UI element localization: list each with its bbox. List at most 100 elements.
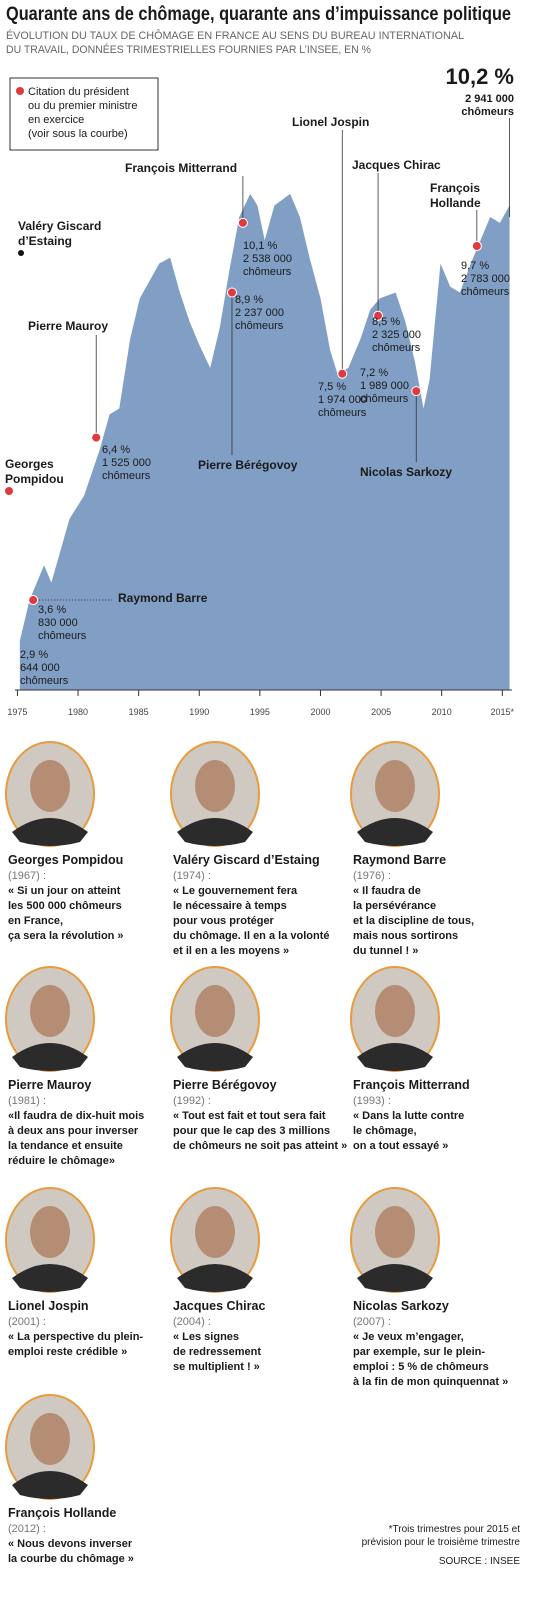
subtitle: ÉVOLUTION DU TAUX DE CHÔMAGE EN FRANCE A… bbox=[6, 29, 464, 42]
quote-line: et il en a les moyens » bbox=[173, 945, 289, 957]
portrait-year: (1967) : bbox=[8, 870, 46, 882]
president-name: François bbox=[430, 181, 480, 195]
president-name: Hollande bbox=[430, 196, 481, 210]
count-label: chômeurs bbox=[318, 407, 367, 419]
marker bbox=[411, 386, 422, 397]
portrait-body bbox=[12, 1471, 88, 1499]
value-label: 2,9 % bbox=[20, 649, 48, 661]
value-label: 6,4 % bbox=[102, 444, 130, 456]
quote-line: « Le gouvernement fera bbox=[173, 885, 298, 897]
value-label: 8,9 % bbox=[235, 294, 263, 306]
portrait-name: Lionel Jospin bbox=[8, 1299, 89, 1313]
portrait-name: Jacques Chirac bbox=[173, 1299, 265, 1313]
count-label: chômeurs bbox=[102, 470, 151, 482]
x-tick-label: 2000 bbox=[310, 707, 330, 717]
quote-line: la persévérance bbox=[353, 900, 436, 912]
count-label: 2 325 000 bbox=[372, 329, 421, 341]
legend-text: ou du premier ministre bbox=[28, 100, 137, 112]
count-label: chômeurs bbox=[360, 393, 409, 405]
portrait-year: (2012) : bbox=[8, 1523, 46, 1535]
count-label: chômeurs bbox=[372, 342, 421, 354]
portrait-body bbox=[177, 818, 253, 846]
count-label: 2 783 000 bbox=[461, 273, 510, 285]
portrait-name: Pierre Bérégovoy bbox=[173, 1078, 277, 1092]
portrait-head bbox=[375, 1206, 415, 1258]
count-label: 830 000 bbox=[38, 617, 78, 629]
count-label: 2 237 000 bbox=[235, 307, 284, 319]
quote-line: «Il faudra de dix-huit mois bbox=[8, 1110, 144, 1122]
quote-line: mais nous sortirons bbox=[353, 930, 458, 942]
legend-text: Citation du président bbox=[28, 86, 129, 98]
president-name: Valéry Giscard bbox=[18, 219, 101, 233]
president-name: Lionel Jospin bbox=[292, 115, 369, 129]
quote-line: du chômage. Il en a la volonté bbox=[173, 930, 329, 942]
quote-line: « Nous devons inverser bbox=[8, 1538, 133, 1550]
count-label: chômeurs bbox=[38, 630, 87, 642]
quote-line: « Il faudra de bbox=[353, 885, 421, 897]
president-name: Pierre Bérégovoy bbox=[198, 458, 298, 472]
portrait-body bbox=[12, 818, 88, 846]
value-label: 9,7 % bbox=[461, 260, 489, 272]
count-label: 644 000 bbox=[20, 662, 60, 674]
president-name: Nicolas Sarkozy bbox=[360, 465, 452, 479]
x-tick-label: 2010 bbox=[432, 707, 452, 717]
count-label: chômeurs bbox=[461, 106, 514, 118]
footnote: prévision pour le troisième trimestre bbox=[362, 1537, 521, 1548]
x-tick-label: 1995 bbox=[250, 707, 270, 717]
president-name: Pompidou bbox=[5, 472, 64, 486]
count-label: chômeurs bbox=[461, 286, 510, 298]
count-label: 1 989 000 bbox=[360, 380, 409, 392]
x-tick-label: 1985 bbox=[129, 707, 149, 717]
portrait-body bbox=[12, 1043, 88, 1071]
count-label: chômeurs bbox=[20, 675, 69, 687]
quote-line: « Dans la lutte contre bbox=[353, 1110, 464, 1122]
quote-line: on a tout essayé » bbox=[353, 1140, 448, 1152]
portrait-head bbox=[195, 1206, 235, 1258]
portrait-body bbox=[177, 1264, 253, 1292]
president-name: Pierre Mauroy bbox=[28, 319, 108, 333]
portrait-head bbox=[30, 985, 70, 1037]
quote-line: ça sera la révolution » bbox=[8, 930, 124, 942]
portrait-year: (1974) : bbox=[173, 870, 211, 882]
portrait-body bbox=[357, 1264, 433, 1292]
portrait-head bbox=[375, 985, 415, 1037]
quote-line: et la discipline de tous, bbox=[353, 915, 474, 927]
portrait-year: (2001) : bbox=[8, 1316, 46, 1328]
marker bbox=[91, 432, 102, 443]
quote-line: pour que le cap des 3 millions bbox=[173, 1125, 330, 1137]
footnote: *Trois trimestres pour 2015 et bbox=[389, 1524, 521, 1535]
portrait-name: Nicolas Sarkozy bbox=[353, 1299, 449, 1313]
quote-line: de chômeurs ne soit pas atteint » bbox=[173, 1140, 347, 1152]
portrait-body bbox=[177, 1043, 253, 1071]
portrait-head bbox=[195, 760, 235, 812]
legend-box bbox=[9, 77, 159, 151]
portrait-head bbox=[30, 1206, 70, 1258]
x-tick-label: 1990 bbox=[189, 707, 209, 717]
quote-line: par exemple, sur le plein- bbox=[353, 1346, 485, 1358]
value-label: 7,5 % bbox=[318, 381, 346, 393]
portrait-body bbox=[357, 1043, 433, 1071]
quote-line: « Les signes bbox=[173, 1331, 239, 1343]
portrait-year: (1976) : bbox=[353, 870, 391, 882]
portrait-year: (1981) : bbox=[8, 1095, 46, 1107]
quote-line: à deux ans pour inverser bbox=[8, 1125, 139, 1137]
president-name: Raymond Barre bbox=[118, 591, 208, 605]
quote-line: pour vous protéger bbox=[173, 915, 275, 927]
portrait-head bbox=[30, 760, 70, 812]
value-label: 8,5 % bbox=[372, 316, 400, 328]
value-label: 7,2 % bbox=[360, 367, 388, 379]
portrait-body bbox=[12, 1264, 88, 1292]
quote-line: « Si un jour on atteint bbox=[8, 885, 121, 897]
count-label: chômeurs bbox=[235, 320, 284, 332]
quote-line: réduire le chômage» bbox=[8, 1155, 115, 1167]
president-name: d’Estaing bbox=[18, 234, 72, 248]
marker bbox=[237, 217, 248, 228]
portrait-head bbox=[195, 985, 235, 1037]
quote-line: « La perspective du plein- bbox=[8, 1331, 143, 1343]
count-label: 2 538 000 bbox=[243, 253, 292, 265]
president-name: François Mitterrand bbox=[125, 161, 237, 175]
portrait-year: (1992) : bbox=[173, 1095, 211, 1107]
marker bbox=[373, 310, 384, 321]
